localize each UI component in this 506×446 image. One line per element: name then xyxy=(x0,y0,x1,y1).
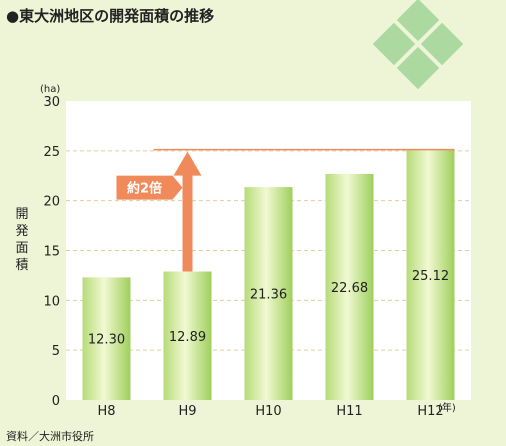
y-unit-label: (ha) xyxy=(40,84,60,95)
growth-annotation: 約2倍 xyxy=(116,148,455,272)
callout-box xyxy=(116,175,183,200)
y-tick-label: 30 xyxy=(43,95,60,110)
bar-H11 xyxy=(325,173,374,400)
y-tick-label: 25 xyxy=(43,145,60,160)
y-tick-label: 15 xyxy=(43,245,60,260)
x-tick-label: H12 xyxy=(417,404,443,419)
y-axis-ticks: 0 5 10 15 20 25 30 xyxy=(43,95,60,409)
bar-value-label: 12.89 xyxy=(169,330,206,345)
x-tick-label: H9 xyxy=(178,404,196,419)
x-tick-label: H10 xyxy=(255,404,281,419)
bar-value-label: 25.12 xyxy=(412,269,449,284)
y-axis-title: 開発面積 xyxy=(15,207,28,273)
land-parcel-icon xyxy=(372,0,464,90)
y-tick-label: 20 xyxy=(43,195,60,210)
x-tick-label: H8 xyxy=(97,404,115,419)
bar-H10 xyxy=(244,187,293,400)
bar-value-label: 22.68 xyxy=(331,281,368,296)
x-tick-label: H11 xyxy=(336,404,362,419)
growth-arrow xyxy=(173,151,202,272)
gridlines xyxy=(66,150,471,351)
bars: 12.30 12.89 21.36 22.68 25.12 xyxy=(82,149,455,400)
chart-title: ●東大洲地区の開発面積の推移 xyxy=(6,7,214,25)
bar-value-label: 21.36 xyxy=(250,288,287,303)
bar-H8 xyxy=(82,277,131,400)
source-note: 資料／大洲市役所 xyxy=(6,429,94,443)
y-tick-label: 10 xyxy=(43,294,60,309)
x-unit-label: (年) xyxy=(438,401,456,414)
bar-H12 xyxy=(406,149,455,400)
y-tick-label: 5 xyxy=(52,344,60,359)
x-axis-ticks: H8 H9 H10 H11 H12 xyxy=(97,404,443,419)
y-tick-label: 0 xyxy=(52,394,60,409)
bar-value-label: 12.30 xyxy=(88,333,125,348)
bar-H9 xyxy=(163,271,212,400)
callout-label: 約2倍 xyxy=(127,181,162,197)
